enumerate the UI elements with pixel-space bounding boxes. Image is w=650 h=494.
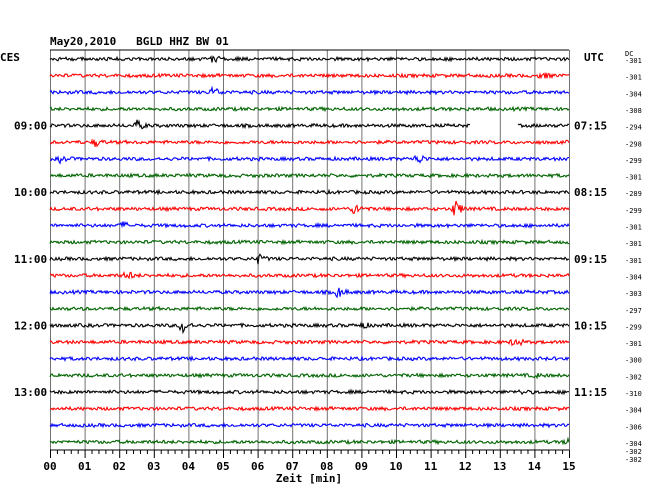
dc-offset-label: -304	[625, 407, 642, 415]
x-tick-label: 08	[320, 460, 333, 473]
trace-line	[49, 271, 570, 280]
dc-offset-label: -302	[625, 456, 642, 464]
trace-line	[49, 105, 570, 113]
dc-offset-label: -304	[625, 273, 642, 281]
right-time-label: 09:15	[574, 253, 607, 266]
x-tick-label: 15	[562, 460, 575, 473]
dc-header-label: DC	[625, 50, 633, 58]
trace-line	[49, 119, 570, 130]
x-tick-label: 04	[182, 460, 196, 473]
dc-offset-label: -301	[625, 240, 642, 248]
right-time-label: 10:15	[574, 319, 607, 332]
left-time-label: 12:00	[14, 319, 47, 332]
dc-offset-label: -300	[625, 357, 642, 365]
trace-line	[49, 287, 570, 299]
dc-offset-label: -299	[625, 157, 642, 165]
right-time-label: 11:15	[574, 386, 607, 399]
dc-offset-label: -304	[625, 440, 642, 448]
trace-line	[49, 172, 570, 179]
trace-line	[49, 253, 570, 265]
dc-offset-label: -310	[625, 390, 642, 398]
x-tick-label: 01	[78, 460, 92, 473]
left-time-label: 10:00	[14, 186, 47, 199]
seismic-traces	[49, 55, 570, 446]
dc-offset-label: -302	[625, 448, 642, 456]
dc-offset-label: -302	[625, 373, 642, 381]
trace-line	[49, 321, 570, 335]
minute-grid	[50, 49, 570, 451]
dc-offset-label: -289	[625, 190, 642, 198]
trace-line	[49, 55, 570, 64]
trace-line	[49, 405, 570, 412]
dc-offset-label: -294	[625, 124, 642, 132]
dc-offset-label: -308	[625, 107, 642, 115]
x-tick-label: 02	[113, 460, 126, 473]
trace-line	[49, 138, 570, 148]
trace-line	[49, 154, 570, 165]
x-tick-label: 05	[216, 460, 229, 473]
x-tick-label: 11	[424, 460, 438, 473]
dc-offset-label: -301	[625, 74, 642, 82]
trace-line	[49, 436, 570, 446]
trace-line	[49, 338, 570, 347]
x-tick-label: 03	[147, 460, 160, 473]
right-time-labels: 07:15 08:15 09:15 10:15 11:15	[574, 120, 607, 399]
dc-offset-label: -299	[625, 323, 642, 331]
plot-title: May20,2010 BGLD HHZ BW 01	[50, 35, 229, 48]
dc-offset-label: -301	[625, 57, 642, 65]
x-tick-label: 06	[251, 460, 265, 473]
dc-offset-label: -301	[625, 257, 642, 265]
dc-offset-labels: -301 -301 -304 -308 -294 -298 -299 -301 -289 -299…	[625, 57, 642, 464]
left-timezone-label: CES	[0, 51, 20, 64]
trace-line	[49, 200, 570, 216]
trace-line	[49, 85, 570, 96]
dc-offset-label: -298	[625, 140, 642, 148]
x-tick-label: 14	[528, 460, 542, 473]
x-tick-label: 07	[286, 460, 299, 473]
right-time-label: 07:15	[574, 120, 607, 133]
dc-offset-label: -301	[625, 224, 642, 232]
dc-offset-label: -301	[625, 174, 642, 182]
left-time-labels: 09:00 10:00 11:00 12:00 13:00	[14, 120, 47, 399]
x-tick-label: 13	[493, 460, 506, 473]
right-time-label: 08:15	[574, 186, 607, 199]
left-time-label: 11:00	[14, 253, 47, 266]
dc-offset-label: -301	[625, 340, 642, 348]
left-time-label: 09:00	[14, 120, 47, 133]
x-tick-label: 10	[389, 460, 402, 473]
trace-line	[49, 372, 570, 380]
dc-offset-label: -297	[625, 307, 642, 315]
trace-line	[49, 72, 570, 80]
x-tick-label: 12	[459, 460, 472, 473]
right-timezone-label: UTC	[584, 51, 604, 64]
left-time-label: 13:00	[14, 386, 47, 399]
trace-line	[49, 422, 570, 429]
trace-line	[49, 355, 570, 363]
trace-line	[49, 388, 570, 396]
trace-line	[49, 220, 570, 229]
trace-line	[49, 305, 570, 312]
x-axis-label: Zeit [min]	[276, 472, 342, 485]
dc-offset-label: -303	[625, 290, 642, 298]
dc-offset-label: -304	[625, 90, 642, 98]
x-tick-label: 00	[43, 460, 56, 473]
trace-line	[49, 238, 569, 246]
dc-offset-label: -299	[625, 207, 642, 215]
x-tick-label: 09	[355, 460, 368, 473]
dc-offset-label: -306	[625, 423, 642, 431]
trace-line	[49, 188, 570, 196]
x-axis: 00 01 02 03 04 05 06 07 08 09 10 11 12 13 14 15	[43, 450, 576, 473]
